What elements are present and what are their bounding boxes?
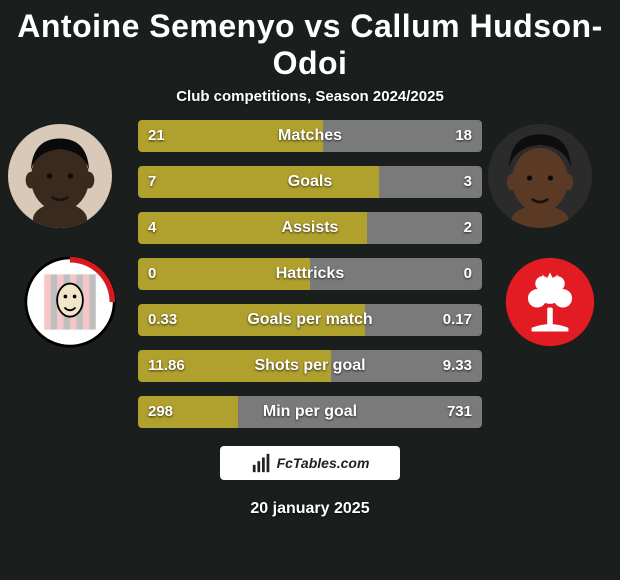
brand-icon (251, 452, 273, 474)
club-left-svg (24, 256, 116, 348)
stat-value-right: 18 (445, 120, 482, 152)
stat-value-right: 3 (454, 166, 482, 198)
avatar-left-svg (8, 124, 112, 228)
stat-value-right: 2 (454, 212, 482, 244)
stat-row: 00Hattricks (138, 258, 482, 290)
stat-row: 2118Matches (138, 120, 482, 152)
stat-value-left: 11.86 (138, 350, 195, 382)
page-title: Antoine Semenyo vs Callum Hudson-Odoi (0, 0, 620, 82)
club-left-crest (24, 256, 116, 348)
stat-row: 0.330.17Goals per match (138, 304, 482, 336)
stat-value-right: 731 (437, 396, 482, 428)
stat-bar-left (138, 212, 367, 244)
stat-value-right: 0.17 (433, 304, 482, 336)
stat-row: 298731Min per goal (138, 396, 482, 428)
stat-value-left: 21 (138, 120, 175, 152)
stat-value-right: 0 (454, 258, 482, 290)
stat-value-left: 298 (138, 396, 183, 428)
brand-badge: FcTables.com (220, 446, 400, 480)
club-right-crest (504, 256, 596, 348)
comparison-bars: 2118Matches73Goals42Assists00Hattricks0.… (138, 120, 482, 442)
brand-text: FcTables.com (277, 455, 370, 471)
stat-row: 11.869.33Shots per goal (138, 350, 482, 382)
stat-value-right: 9.33 (433, 350, 482, 382)
player-left-avatar (8, 124, 112, 228)
stat-value-left: 0.33 (138, 304, 187, 336)
stat-value-left: 4 (138, 212, 166, 244)
stat-row: 73Goals (138, 166, 482, 198)
comparison-infographic: Antoine Semenyo vs Callum Hudson-Odoi Cl… (0, 0, 620, 580)
club-right-svg (504, 256, 596, 348)
stat-row: 42Assists (138, 212, 482, 244)
avatar-right-svg (488, 124, 592, 228)
stat-bar-left (138, 166, 379, 198)
date-label: 20 january 2025 (0, 500, 620, 518)
subtitle: Club competitions, Season 2024/2025 (0, 88, 620, 105)
stat-value-left: 0 (138, 258, 166, 290)
player-right-avatar (488, 124, 592, 228)
stat-value-left: 7 (138, 166, 166, 198)
